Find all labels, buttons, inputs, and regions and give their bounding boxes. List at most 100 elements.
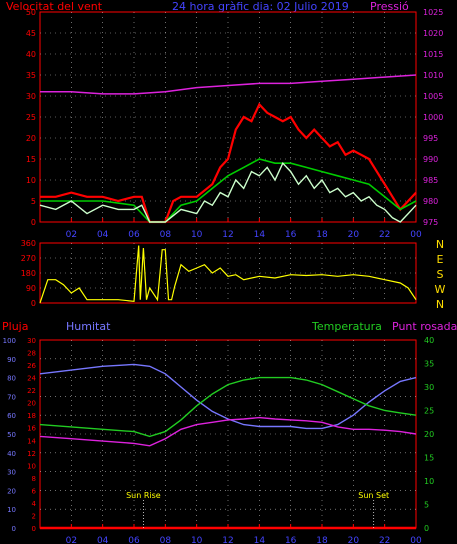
temp-left-tick-label: 28 [27,350,36,358]
wind-xtick-label: 00 [410,230,422,240]
wind-xtick-label: 10 [191,230,203,240]
hum-xtick-label: 10 [191,536,203,544]
sunrise-label: Sun Rise [126,491,161,500]
hum-xtick-label: 08 [160,536,172,544]
temp-left-tick-label: 20 [27,400,36,408]
temp-left-tick-label: 2 [32,512,36,520]
pressure-tick-label: 995 [423,134,438,143]
wind-speed-tick-label: 25 [26,113,36,122]
temp-left-tick-label: 14 [27,437,36,445]
temp-right-tick-label: 5 [424,501,429,510]
rain-tick-label: 90 [7,356,16,364]
wind-xtick-label: 18 [316,230,328,240]
direction-tick-label: 360 [21,239,36,248]
temperature-label: Temperatura [311,320,382,333]
pressure-tick-label: 1020 [423,29,443,38]
wind-speed-tick-label: 0 [31,218,36,227]
wind-xtick-label: 04 [97,230,109,240]
temp-left-tick-label: 4 [32,500,37,508]
wind-speed-tick-label: 10 [26,176,36,185]
temp-left-tick-label: 10 [27,462,36,470]
wind-speed-tick-label: 35 [26,71,36,80]
humidity-label: Humitat [66,320,111,333]
rain-tick-label: 20 [7,487,16,495]
humidity-series [40,364,416,428]
hum-xtick-label: 04 [97,536,109,544]
temp-left-tick-label: 22 [27,387,36,395]
hum-xtick-label: 16 [285,536,297,544]
wind-xtick-label: 20 [348,230,360,240]
hum-xtick-label: 12 [222,536,233,544]
direction-tick-label: 90 [26,284,36,293]
temp-right-tick-label: 30 [424,383,434,392]
rain-tick-label: 50 [7,431,16,439]
temp-left-tick-label: 18 [27,412,36,420]
direction-tick-label: 180 [21,269,36,278]
rain-tick-label: 0 [12,525,16,533]
pressure-tick-label: 990 [423,155,438,164]
dewpoint-label: Punt rosada [392,320,457,333]
compass-label: S [437,268,444,281]
wind-xtick-label: 06 [128,230,140,240]
pressure-tick-label: 985 [423,176,438,185]
wind-speed-tick-label: 45 [26,29,36,38]
wind-speed-tick-label: 30 [26,92,36,101]
temp-left-tick-label: 6 [32,487,37,495]
wind-speed-tick-label: 15 [26,155,36,164]
chart-title: 24 hora gràfic dia: 02 Julio 2019 [172,0,349,13]
pressure-label: Pressió [370,0,409,13]
temp-right-tick-label: 15 [424,454,434,463]
pressure-tick-label: 1005 [423,92,443,101]
wind-xtick-label: 22 [379,230,390,240]
rain-tick-label: 70 [7,393,16,401]
wind-speed-tick-label: 5 [31,197,36,206]
pressure-tick-label: 980 [423,197,438,206]
temp-left-tick-label: 30 [27,337,36,345]
direction-tick-label: 0 [31,299,36,308]
pressure-tick-label: 975 [423,218,438,227]
temp-left-tick-label: 26 [27,362,36,370]
pressure-tick-label: 1015 [423,50,443,59]
temp-left-tick-label: 0 [32,525,36,533]
rain-tick-label: 40 [7,450,16,458]
dewpoint-series [40,418,416,446]
wind-speed-tick-label: 20 [26,134,36,143]
temp-left-tick-label: 8 [32,475,36,483]
compass-label: N [436,238,444,251]
wind-speed-label: Velocitat del vent [6,0,103,13]
wind-speed-tick-label: 40 [26,50,36,59]
temp-right-tick-label: 25 [424,407,434,416]
temp-right-tick-label: 10 [424,477,434,486]
temperature-series [40,378,416,437]
wind-xtick-label: 02 [66,230,77,240]
compass-label: E [437,253,444,266]
temp-left-tick-label: 12 [27,450,36,458]
pressure-tick-label: 1025 [423,8,443,17]
rain-tick-label: 60 [7,412,16,420]
temp-right-tick-label: 40 [424,336,434,345]
hum-xtick-label: 14 [254,536,266,544]
hum-xtick-label: 02 [66,536,77,544]
wind-xtick-label: 16 [285,230,297,240]
wind-xtick-label: 12 [222,230,233,240]
sunset-label: Sun Set [358,491,389,500]
compass-label: W [435,283,446,296]
pressure-tick-label: 1010 [423,71,443,80]
wind-xtick-label: 08 [160,230,172,240]
rain-tick-label: 10 [7,506,16,514]
temp-left-tick-label: 16 [27,425,36,433]
rain-label: Pluja [2,320,28,333]
temp-right-tick-label: 20 [424,430,434,439]
hum-xtick-label: 20 [348,536,360,544]
hum-xtick-label: 22 [379,536,390,544]
hum-xtick-label: 18 [316,536,328,544]
hum-xtick-label: 00 [410,536,422,544]
wind-speed-tick-label: 50 [26,8,36,17]
temp-right-tick-label: 35 [424,360,434,369]
wind-direction-series [40,246,416,304]
direction-tick-label: 270 [21,254,36,263]
rain-tick-label: 100 [3,337,16,345]
compass-label: N [436,298,444,311]
rain-tick-label: 80 [7,375,16,383]
